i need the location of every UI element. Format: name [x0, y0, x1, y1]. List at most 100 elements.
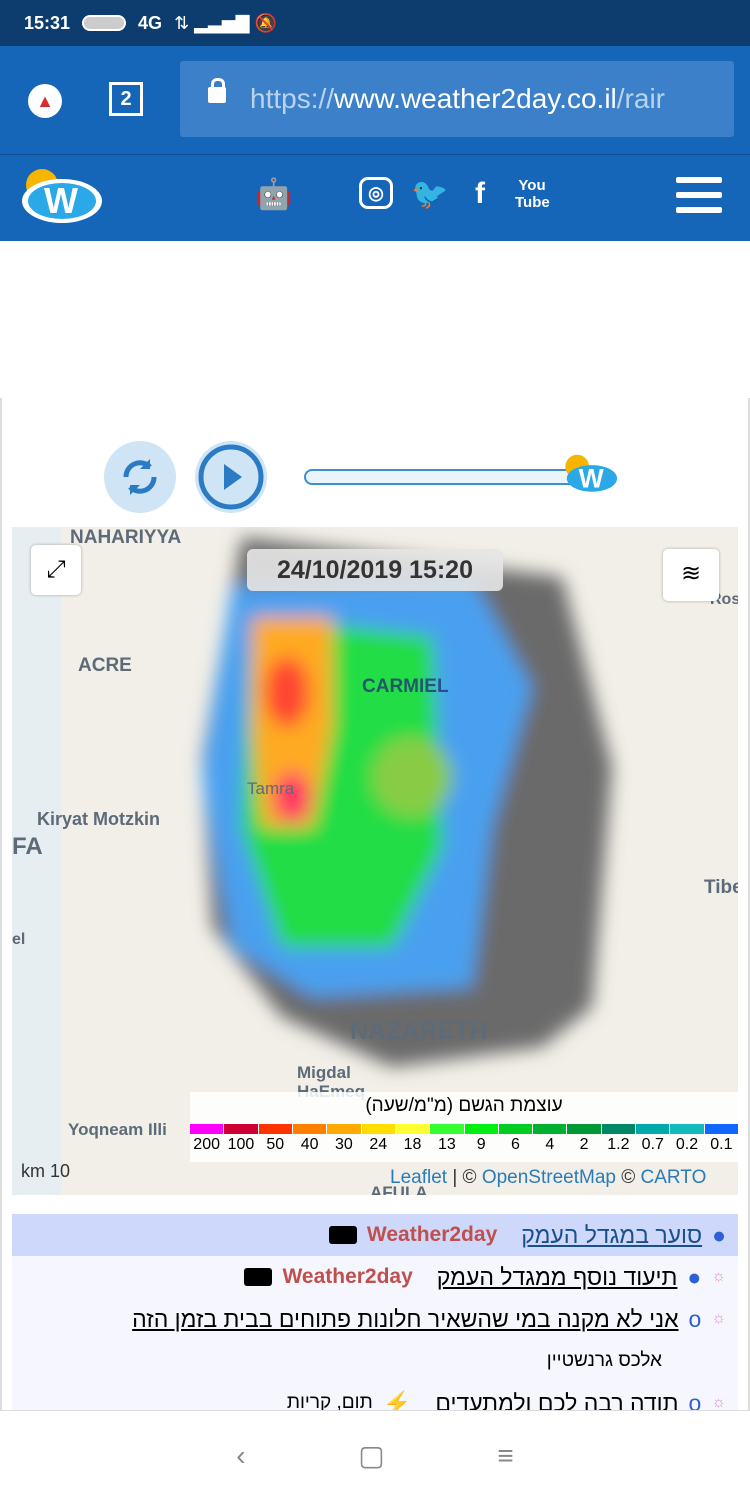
legend-item: 6: [498, 1124, 533, 1154]
play-button[interactable]: [195, 441, 267, 513]
legend-value: 24: [369, 1136, 388, 1153]
legend-swatch: [224, 1124, 258, 1134]
map-label: el: [12, 931, 26, 948]
radar-panel: [0, 398, 750, 1410]
social-links: 🤖 ◎ 🐦 f You Tube: [255, 177, 550, 212]
map-label: AFULA: [370, 1183, 428, 1195]
map-label: Kiryat Motzkin: [37, 809, 161, 829]
list-item-author: אלכס גרנשטיין: [12, 1340, 738, 1382]
video-camera-icon: [244, 1268, 273, 1286]
youtube-icon[interactable]: You Tube: [515, 177, 550, 211]
legend-item: 0.7: [636, 1124, 670, 1154]
back-icon[interactable]: ‹: [236, 1439, 246, 1471]
map-label: Tibe: [704, 877, 738, 898]
legend-swatch: [704, 1124, 738, 1134]
list-item[interactable]: ☼ o אני לא מקנה במי שהשאיר חלונות פתוחים ב…: [12, 1298, 738, 1340]
map-label: ACRE: [78, 655, 132, 676]
refresh-button[interactable]: [104, 441, 176, 513]
svg-text:W: W: [579, 463, 605, 493]
leaflet-link[interactable]: Leaflet: [390, 1167, 448, 1188]
legend-swatch: [395, 1124, 430, 1134]
news-title[interactable]: סוער במגדל העמק: [521, 1221, 703, 1248]
weather2day-logo[interactable]: W: [12, 165, 104, 225]
lock-icon: [208, 78, 226, 103]
bullet-icon: ●: [687, 1263, 702, 1290]
osm-link[interactable]: OpenStreetMap: [481, 1167, 616, 1188]
legend-value: 9: [476, 1136, 486, 1153]
news-author: תום, קריות: [286, 1392, 373, 1410]
list-item[interactable]: ☼ ● תיעוד נוסף ממגדל העמק Weather2day: [12, 1256, 738, 1298]
slider-handle-logo[interactable]: W: [555, 450, 623, 498]
facebook-icon[interactable]: f: [475, 177, 485, 210]
legend-value: 0.1: [710, 1136, 733, 1153]
bullet-icon: ●: [712, 1221, 726, 1248]
legend-title: עוצמת הגשם (מ"מ/שעה): [365, 1095, 563, 1116]
legend-swatch: [464, 1124, 498, 1134]
list-item[interactable]: ☼ o תודה רבה לכם ולמתעדים ⚡ תום, קריות: [12, 1382, 738, 1411]
legend-value: 1.2: [607, 1136, 630, 1153]
legend-item: 100: [224, 1124, 258, 1154]
url-scheme: https://: [250, 83, 335, 114]
tab-switcher[interactable]: 2: [109, 82, 143, 116]
legend-swatch: [361, 1124, 395, 1134]
sun-icon: ☼: [711, 1310, 726, 1327]
legend-item: 24: [361, 1124, 395, 1154]
time-slider[interactable]: [304, 469, 594, 485]
signal-icon: ⇅ ▂▃▅▇ 🔕: [174, 12, 277, 33]
layers-icon[interactable]: ≋: [663, 549, 719, 601]
news-title[interactable]: אני לא מקנה במי שהשאיר חלונות פתוחים בבי…: [132, 1305, 679, 1332]
twitter-icon[interactable]: 🐦: [411, 178, 449, 211]
legend-item: 200: [190, 1124, 224, 1154]
rain-legend: עוצמת הגשם (מ"מ/שעה) 200 100 50 40 30 24 18 13 9…: [190, 1092, 738, 1162]
map-label: NAHARIYYA: [70, 527, 182, 548]
legend-value: 100: [227, 1136, 255, 1153]
legend-swatch: [190, 1124, 224, 1134]
legend-swatch: [601, 1124, 636, 1134]
map-label: NAZARETH: [350, 1017, 488, 1045]
carto-link[interactable]: CARTO: [640, 1167, 707, 1188]
map-label: Yoqneam Illi: [68, 1120, 167, 1139]
lightning-icon: ⚡: [382, 1389, 412, 1411]
legend-swatch: [292, 1124, 327, 1134]
legend-item: 0.2: [670, 1124, 704, 1154]
map-scale: 10 km: [21, 1161, 71, 1181]
hamburger-menu-icon[interactable]: [676, 177, 722, 222]
legend-swatch: [327, 1124, 361, 1134]
legend-swatch: [533, 1124, 567, 1134]
sun-icon: ☼: [711, 1394, 726, 1410]
video-camera-icon: [328, 1226, 357, 1244]
url-bar[interactable]: https://www.weather2day.co.il/rair: [180, 61, 734, 137]
map-label: CARMIEL: [362, 676, 449, 697]
legend-value: 4: [545, 1136, 555, 1153]
instagram-icon[interactable]: ◎: [359, 177, 393, 209]
legend-value: 18: [403, 1136, 422, 1153]
sun-icon: ☼: [711, 1268, 726, 1285]
list-item[interactable]: ● סוער במגדל העמק Weather2day: [12, 1214, 738, 1256]
radar-map[interactable]: NAHARIYYA ACRE CARMIEL Tamra Kiryat Motz…: [12, 527, 738, 1195]
news-author: אלכס גרנשטיין: [546, 1350, 662, 1371]
url-host: www.weather2day.co.il: [334, 83, 617, 114]
news-author: Weather2day: [366, 1223, 498, 1246]
legend-item: 4: [533, 1124, 567, 1154]
legend-item: 18: [395, 1124, 430, 1154]
apple-icon[interactable]: [307, 177, 341, 212]
legend-item: 0.1: [704, 1124, 738, 1154]
legend-value: 40: [300, 1136, 319, 1153]
legend-swatch: [258, 1124, 292, 1134]
legend-swatch: [567, 1124, 601, 1134]
news-title[interactable]: תיעוד נוסף ממגדל העמק: [436, 1263, 678, 1290]
site-header: W 🤖 ◎ 🐦 f You Tube: [0, 154, 750, 241]
network-type: 4G: [138, 12, 163, 33]
android-icon[interactable]: 🤖: [255, 178, 293, 211]
home-icon[interactable]: ▢: [358, 1440, 385, 1471]
url-path: /rair: [616, 83, 666, 114]
news-author: Weather2day: [282, 1265, 413, 1288]
fullscreen-icon[interactable]: ⤢: [31, 545, 81, 595]
recents-icon[interactable]: ≡: [497, 1439, 514, 1471]
legend-item: 2: [567, 1124, 601, 1154]
upload-icon[interactable]: ▲: [28, 84, 62, 118]
legend-value: 13: [437, 1136, 456, 1153]
legend-item: 1.2: [601, 1124, 636, 1154]
news-title[interactable]: תודה רבה לכם ולמתעדים: [435, 1389, 679, 1411]
android-nav-bar: ‹ ▢ ≡: [0, 1410, 750, 1500]
